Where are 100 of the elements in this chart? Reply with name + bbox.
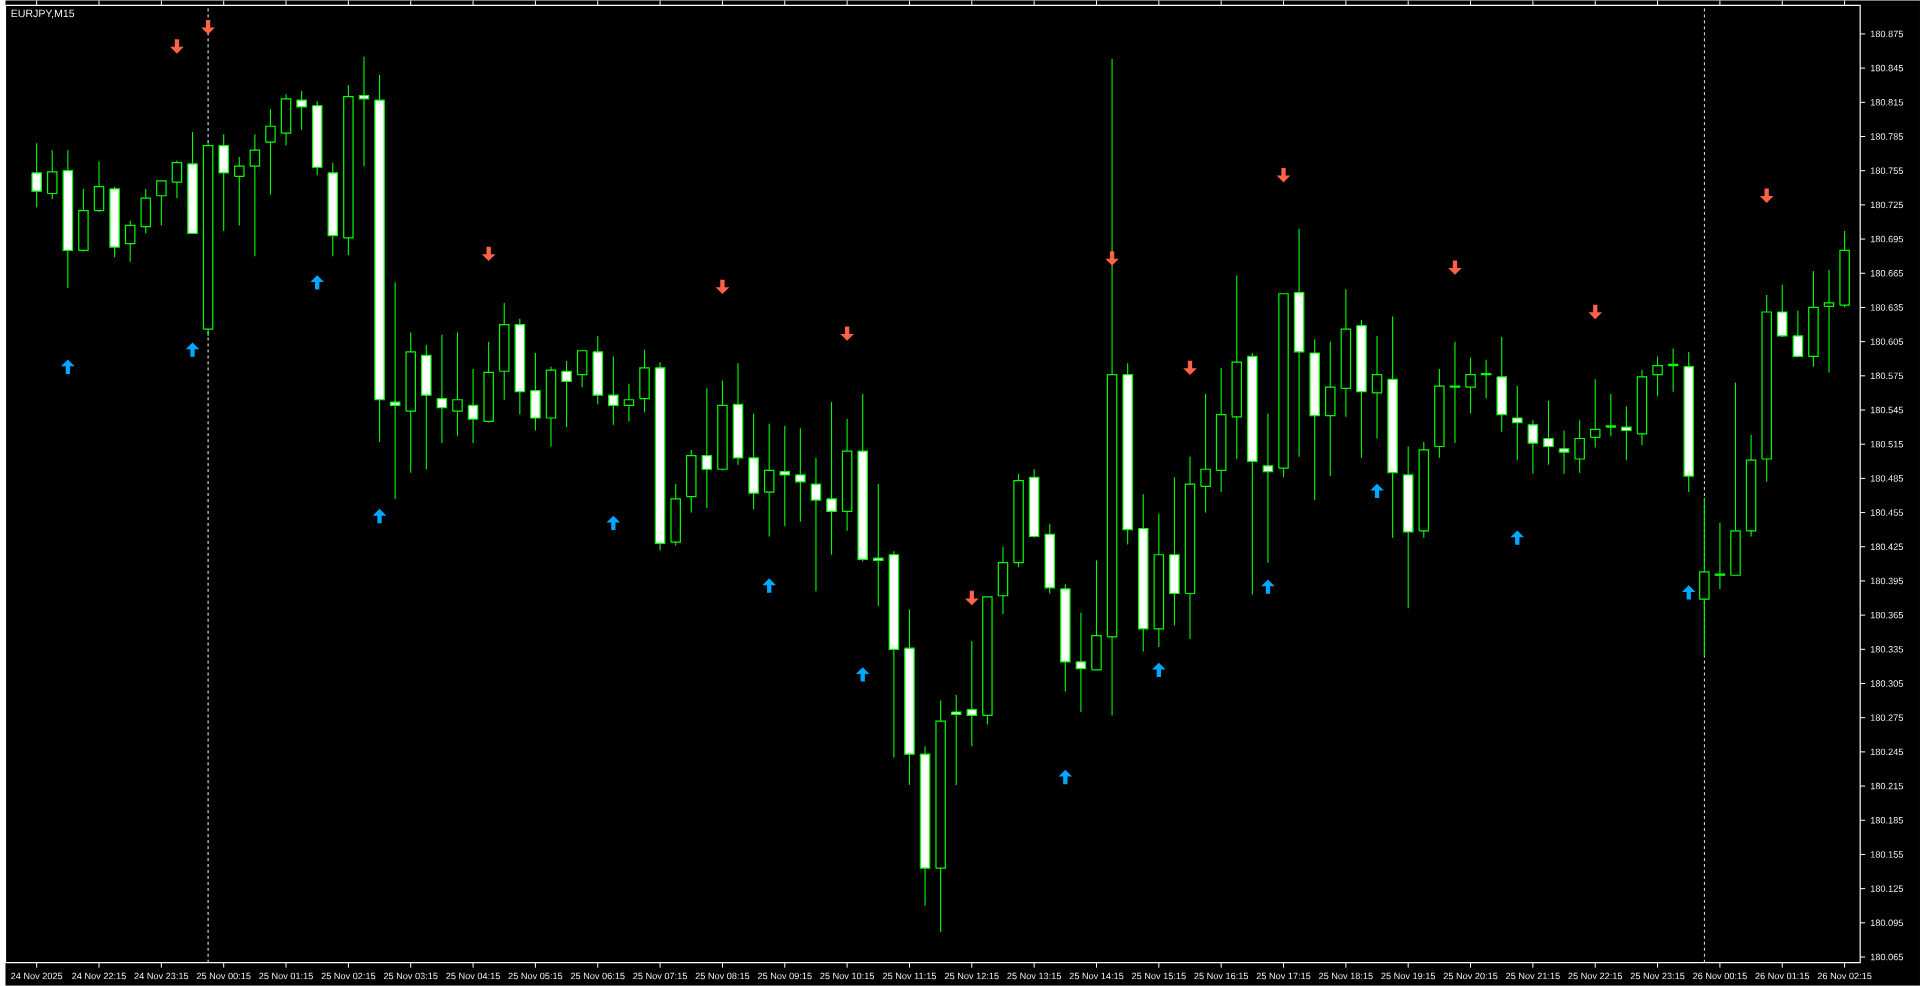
- x-tick-label: 26 Nov 02:15: [1817, 972, 1872, 980]
- candlestick: [46, 149, 58, 200]
- candlestick: [1621, 406, 1632, 461]
- candlestick: [1714, 522, 1726, 590]
- y-tick-label: 180.425: [1870, 543, 1903, 551]
- y-tick-label: 180.575: [1870, 372, 1903, 380]
- candlestick: [389, 281, 401, 500]
- point: [481, 246, 496, 262]
- candlestick: [701, 387, 713, 509]
- candlestick: [1075, 612, 1087, 713]
- x-tick-label: 25 Nov 10:15: [820, 972, 875, 980]
- x-tick-label: 25 Nov 17:15: [1256, 972, 1311, 980]
- candlestick: [950, 694, 962, 786]
- candlestick: [124, 220, 136, 263]
- x-tick-label: 26 Nov 01:15: [1755, 972, 1810, 980]
- point: [170, 39, 184, 54]
- point: [310, 275, 325, 290]
- point: [1588, 304, 1603, 320]
- x-tick-label: 25 Nov 21:15: [1506, 972, 1560, 980]
- point: [840, 326, 854, 341]
- y-tick-label: 180.875: [1870, 30, 1903, 38]
- candlestick: [1262, 412, 1274, 564]
- candlestick: [171, 159, 183, 199]
- x-tick-label: 25 Nov 03:15: [383, 972, 438, 980]
- y-tick-label: 180.515: [1870, 441, 1903, 448]
- y-tick-label: 180.305: [1870, 680, 1903, 687]
- candlestick: [608, 355, 619, 426]
- point: [762, 578, 777, 593]
- point: [1681, 585, 1696, 600]
- x-tick-label: 25 Nov 14:15: [1069, 972, 1124, 980]
- y-tick-label: 180.155: [1870, 851, 1903, 858]
- candlestick: [1558, 430, 1570, 475]
- candlestick: [1589, 378, 1601, 449]
- x-tick-label: 24 Nov 22:15: [72, 972, 126, 980]
- candlestick: [763, 423, 775, 538]
- candlestick: [1371, 335, 1383, 440]
- chart-title: EURJPY,M15: [11, 9, 75, 19]
- point: [1152, 662, 1166, 678]
- candlestick: [234, 156, 245, 226]
- x-tick-label: 24 Nov 2025: [11, 972, 63, 980]
- point: [1759, 188, 1774, 204]
- candlestick: [795, 427, 806, 523]
- candlestick: [358, 56, 370, 167]
- point: [185, 342, 200, 357]
- candlestick: [436, 334, 448, 444]
- x-tick-label: 25 Nov 15:15: [1132, 972, 1186, 980]
- y-tick-label: 180.725: [1870, 201, 1903, 209]
- point: [1105, 251, 1119, 266]
- candlestick: [1200, 393, 1211, 514]
- y-tick-label: 180.395: [1870, 577, 1903, 585]
- point: [61, 359, 75, 374]
- x-tick-label: 25 Nov 06:15: [570, 972, 625, 980]
- x-tick-label: 25 Nov 02:15: [321, 972, 376, 980]
- candlestick: [452, 332, 463, 437]
- x-tick-label: 25 Nov 07:15: [633, 972, 687, 980]
- point: [1370, 483, 1384, 499]
- candlestick: [249, 133, 261, 257]
- point: [201, 19, 215, 35]
- point: [1448, 260, 1462, 275]
- y-tick-label: 180.215: [1870, 782, 1903, 790]
- y-tick-label: 180.485: [1870, 475, 1903, 482]
- x-tick-label: 25 Nov 22:15: [1568, 972, 1623, 980]
- candlestick: [561, 360, 572, 428]
- x-tick-label: 25 Nov 19:15: [1381, 972, 1436, 980]
- x-tick-label: 25 Nov 18:15: [1319, 972, 1373, 980]
- y-tick-label: 180.605: [1870, 338, 1903, 345]
- candlestick: [1792, 310, 1804, 359]
- candlestick: [826, 401, 837, 556]
- point: [1276, 168, 1291, 183]
- candlestick: [1574, 419, 1585, 474]
- candlestick: [1465, 357, 1476, 415]
- y-tick-label: 180.635: [1870, 304, 1903, 311]
- x-tick-label: 25 Nov 13:15: [1007, 972, 1062, 980]
- x-tick-label: 25 Nov 23:15: [1630, 972, 1685, 980]
- candlestick: [1605, 393, 1617, 437]
- point: [1058, 769, 1073, 785]
- candlestick: [623, 383, 635, 423]
- point: [715, 279, 730, 295]
- y-tick-label: 180.275: [1870, 714, 1903, 722]
- y-tick-label: 180.455: [1870, 509, 1903, 516]
- candlestick: [467, 368, 479, 444]
- candlestick: [156, 180, 167, 226]
- y-tick-label: 180.695: [1870, 235, 1903, 243]
- candlestick: [1652, 355, 1663, 397]
- candlestick: [779, 425, 791, 527]
- y-tick-label: 180.335: [1870, 646, 1903, 653]
- y-tick-label: 180.845: [1870, 64, 1903, 72]
- y-tick-label: 180.365: [1870, 611, 1903, 619]
- candlestick: [1543, 400, 1554, 466]
- point: [855, 667, 870, 682]
- y-tick-label: 180.665: [1870, 270, 1903, 277]
- candlestick: [810, 457, 822, 592]
- x-tick-label: 25 Nov 05:15: [508, 972, 563, 980]
- x-tick-label: 25 Nov 00:15: [196, 972, 251, 980]
- candlestick: [265, 108, 276, 196]
- x-tick-label: 26 Nov 00:15: [1693, 972, 1747, 980]
- candlestick: [873, 483, 884, 607]
- x-tick-label: 25 Nov 16:15: [1194, 972, 1249, 980]
- y-tick-label: 180.095: [1870, 919, 1903, 927]
- candlestick: [1512, 385, 1523, 461]
